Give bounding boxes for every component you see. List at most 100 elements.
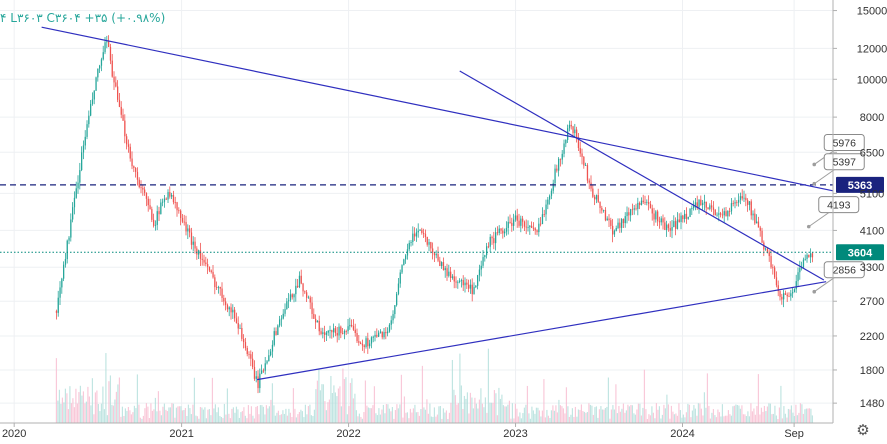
volume-bar — [157, 391, 160, 423]
candle — [358, 341, 360, 343]
volume-bar — [369, 408, 371, 423]
y-tick-label: 12000 — [857, 43, 887, 55]
candle — [468, 284, 470, 289]
volume-bar — [307, 406, 310, 423]
candle — [563, 143, 565, 154]
volume-bar — [453, 389, 455, 423]
volume-bar — [93, 414, 95, 423]
candle — [243, 338, 245, 343]
volume-bar — [222, 418, 224, 423]
candle — [99, 65, 101, 69]
volume-bar — [303, 417, 305, 423]
candle — [306, 292, 308, 298]
volume-bar — [712, 409, 715, 423]
candle — [286, 301, 288, 310]
volume-bar — [370, 408, 373, 423]
volume-bar — [583, 411, 586, 423]
volume-bar — [585, 412, 587, 423]
candle — [626, 212, 628, 217]
volume-bar — [768, 403, 770, 423]
callout-box[interactable] — [823, 153, 865, 171]
candle — [133, 166, 135, 169]
candle — [149, 205, 151, 210]
volume-bar — [765, 411, 767, 423]
candle — [102, 52, 104, 60]
candle — [770, 256, 772, 268]
candle — [502, 230, 504, 234]
volume-bar — [448, 412, 451, 423]
candle — [340, 326, 342, 334]
candle — [266, 361, 268, 364]
gear-icon[interactable]: ⚙ — [856, 421, 870, 439]
candle — [118, 99, 121, 107]
candle — [333, 328, 335, 333]
candle — [126, 136, 128, 145]
candle — [187, 228, 189, 232]
volume-bar — [366, 405, 368, 423]
volume-bar — [300, 409, 302, 423]
volume-bar — [691, 410, 694, 423]
candle — [221, 288, 223, 298]
volume-bar — [550, 410, 553, 423]
candle — [84, 136, 86, 146]
callout-box[interactable] — [818, 196, 860, 214]
volume-bar — [246, 418, 248, 423]
candle — [162, 201, 164, 203]
volume-bar — [568, 416, 571, 423]
volume-bar — [657, 409, 659, 423]
candle — [491, 236, 493, 239]
candle — [318, 320, 320, 332]
candle — [689, 208, 691, 217]
volume-bar — [534, 413, 536, 423]
volume-bar — [747, 411, 749, 423]
volume-bar — [411, 412, 413, 423]
volume-bar — [721, 404, 724, 423]
volume-bar — [766, 406, 769, 423]
volume-bar — [384, 413, 386, 423]
trendline[interactable] — [256, 281, 827, 381]
candle — [637, 202, 639, 209]
volume-bar — [514, 403, 517, 423]
volume-bar — [666, 394, 668, 423]
volume-bar — [418, 415, 421, 423]
candle — [480, 265, 482, 270]
volume-bar — [702, 415, 704, 423]
volume-bar — [297, 414, 299, 423]
trendline[interactable] — [459, 70, 825, 281]
candle — [320, 331, 322, 334]
volume-bar — [637, 403, 640, 423]
candle — [412, 233, 414, 242]
volume-bar — [718, 412, 721, 423]
trendline[interactable] — [41, 26, 834, 192]
candle — [430, 242, 432, 249]
volume-bar — [273, 405, 275, 423]
volume-bar — [541, 410, 544, 423]
volume-bar — [190, 414, 193, 423]
volume-bar — [160, 415, 163, 423]
volume-bar — [715, 417, 718, 423]
volume-bar — [525, 404, 527, 423]
volume-bar — [667, 404, 670, 423]
candle — [178, 210, 180, 212]
candle — [550, 190, 553, 196]
callout-box[interactable] — [823, 133, 865, 151]
volume-bar — [757, 374, 760, 423]
volume-bar — [649, 415, 652, 423]
candle — [66, 240, 68, 260]
volume-bar — [124, 408, 127, 423]
volume-bar — [435, 416, 437, 423]
candle — [658, 221, 661, 223]
candle — [307, 297, 310, 299]
callout-box[interactable] — [823, 261, 865, 279]
volume-bar — [804, 409, 806, 423]
callout-anchor — [812, 289, 817, 294]
volume-bar — [70, 403, 73, 423]
candle — [496, 232, 499, 234]
volume-bar — [739, 408, 742, 423]
volume-bar — [486, 412, 488, 423]
level-tag — [836, 176, 884, 193]
candle — [486, 246, 488, 256]
trendlines[interactable] — [41, 26, 834, 381]
